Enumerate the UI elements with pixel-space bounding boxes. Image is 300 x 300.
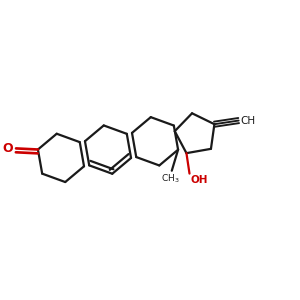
Text: OH: OH	[191, 175, 208, 185]
Text: O: O	[3, 142, 13, 155]
Text: CH$_3$: CH$_3$	[161, 173, 180, 185]
Text: CH: CH	[241, 116, 256, 126]
